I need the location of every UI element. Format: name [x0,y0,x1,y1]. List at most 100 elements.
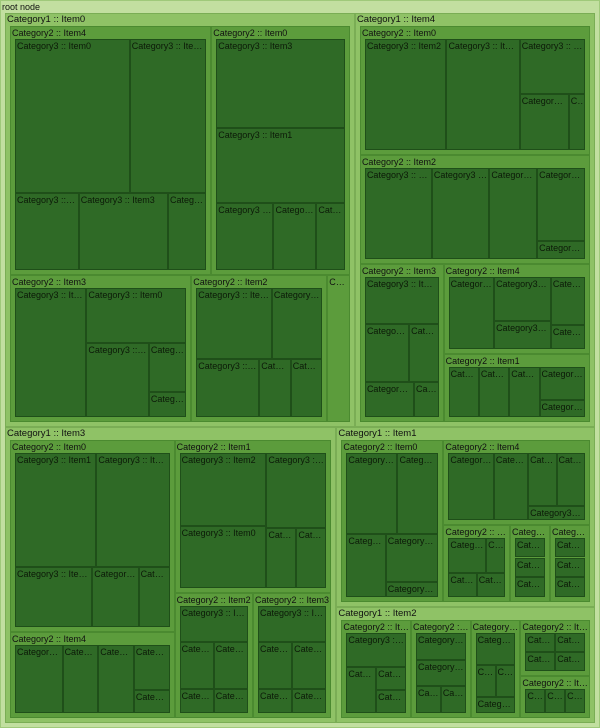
treemap-leaf-category3-item2: Category3 :: Item2 [537,167,585,242]
node-label: Category3 :: Item3 [259,691,290,702]
treemap-leaf-category3-item2: Category3 :: Item2 [565,689,585,713]
node-label: Category3 :: Item1 [366,325,408,336]
node-label: Category3 :: Item2 [411,325,436,336]
node-label: Category3 :: Item0 [450,279,493,290]
node-label: Category3 :: Item1 [399,454,436,465]
treemap-leaf-category3-item3: Category3 :: Item3 [539,367,585,401]
treemap-leaf-category3-item4: Category3 :: Item4 [138,566,170,627]
treemap-leaf-category3-item2: Category3 :: Item2 [196,287,272,360]
treemap-leaf-category3-item4: Category3 :: Item4 [292,689,327,713]
node-label: Category3 :: Item2 [17,194,77,205]
node-label: Category3 :: Item4 [387,583,437,594]
treemap-leaf-category3-item3: Category3 :: Item3 [196,359,260,417]
node-label: Category3 :: Item0 [527,635,553,646]
treemap-leaf-category3-item0: Category3 :: Item0 [525,633,556,653]
treemap-leaf-category3-item4: Category3 :: Item4 [385,581,439,598]
treemap-leaf-category3-item3: Category3 :: Item3 [550,277,585,326]
root-label: root node [2,2,41,12]
node-label: Category3 :: Item2 [378,669,404,680]
node-label: Category3 :: Item3 [98,454,168,465]
node-label: Category2 :: Item4 [12,28,87,38]
treemap-leaf-category3-item2: Category3 :: Item2 [515,577,545,598]
node-label: Category3 :: Item0 [348,635,404,646]
node-label: Category2 :: Item1 [343,622,409,633]
node-label: Category2 :: Item4 [445,441,520,452]
treemap-leaf-category3-item4: Category3 :: Item4 [446,39,520,150]
node-label: Category3 :: Item0 [521,41,583,51]
node-label: Category3 :: Item3 [477,699,514,710]
node-label: Category3 :: Item2 [170,194,204,205]
treemap-leaf-category3-item0: Category3 :: Item0 [15,39,130,193]
node-label: Category1 :: Item3 [7,427,86,439]
node-label: Category2 :: Item0 [343,441,418,452]
node-label: Category3 :: Item3 [181,691,212,702]
node-label: Category1 :: Item1 [338,427,417,439]
node-label: Category3 :: Item2 [517,579,543,590]
treemap-leaf-category3-item0: Category3 :: Item0 [525,689,546,713]
node-label: Category3 :: Item3 [541,369,583,380]
node-label: Category3 :: Item0 [275,204,315,215]
node-label: Category3 :: Item3 [366,383,412,394]
treemap-leaf-category3-item4: Category3 :: Item4 [86,342,149,417]
treemap-leaf-category3-item1: Category3 :: Item1 [545,689,566,713]
treemap-leaf-category3-item0: Category3 :: Item0 [15,644,63,713]
node-label: Category3 :: Item1 [491,169,535,180]
node-label: Category3 :: Item0 [366,169,430,180]
treemap-leaf-category3-item0: Category3 :: Item0 [179,605,248,642]
treemap-leaf-category3-item0: Category3 :: Item0 [555,537,585,558]
treemap-leaf-category3-item2: Category3 :: Item2 [213,641,248,690]
node-label: Category3 :: Item0 [181,607,246,618]
treemap-leaf-category3-item1: Category3 :: Item1 [259,359,291,417]
treemap-leaf-category3-item4: Category3 :: Item4 [216,202,274,270]
node-label: Category3 :: Item3 [387,536,437,547]
treemap-leaf-category3-item1: Category3 :: Item1 [494,277,551,321]
treemap-leaf-category3-item4: Category3 :: Item4 [550,325,585,350]
treemap-leaf-category3-item2: Category3 :: Item2 [292,641,327,690]
node-label: Category3 :: Item4 [448,41,518,51]
treemap-leaf-category3-item1: Category3 :: Item1 [15,452,97,567]
treemap-leaf-category2-item1: Category2 :: Item1 [327,274,350,422]
treemap-leaf-category3-item2: Category3 :: Item2 [316,202,345,270]
node-label: Category3 :: Item2 [557,635,583,646]
treemap-leaf-category3-item2: Category3 :: Item2 [494,320,551,350]
treemap-leaf-category3-item2: Category3 :: Item2 [364,39,447,150]
node-label: Category3 :: Item1 [496,279,549,290]
node-label: Category3 :: Item3 [478,575,503,586]
treemap-leaf-category3-item3: Category3 :: Item3 [296,527,327,588]
treemap-leaf-category3-item1: Category3 :: Item1 [15,287,87,417]
node-label: Category2 :: Item2 [193,276,268,287]
treemap-leaf-category3-item1: Category3 :: Item1 [555,557,585,578]
node-label: Category3 :: Item2 [530,454,555,465]
treemap-leaf-category3-item1: Category3 :: Item1 [179,641,214,690]
node-label: Category3 :: Item2 [417,688,439,699]
node-label: Category3 :: Item3 [433,169,487,180]
node-label: Category3 :: Item1 [495,454,526,465]
node-label: Category3 :: Item3 [135,646,168,657]
node-label: Category3 :: Item3 [150,394,184,405]
node-label: Category3 :: Item2 [567,691,583,702]
treemap-leaf-category3-item3: Category3 :: Item3 [133,644,170,691]
node-label: Category3 :: Item1 [477,667,494,678]
node-label: Category3 :: Item4 [541,402,583,413]
node-label: Category3 :: Item4 [218,204,271,215]
node-label: Category3 :: Item1 [480,369,507,380]
treemap-leaf-category3-item0: Category3 :: Item0 [364,167,432,260]
treemap-leaf-category3-item1: Category3 :: Item1 [216,128,345,203]
treemap-leaf-category3-item0: Category3 :: Item0 [515,537,545,558]
treemap-leaf-category3-item1: Category3 :: Item1 [257,641,293,690]
node-label: Category3 :: Item1 [181,643,212,654]
treemap-leaf-category3-item0: Category3 :: Item0 [448,367,479,417]
treemap-leaf-category3-item1: Category3 :: Item1 [397,452,439,535]
treemap-leaf-category3-item3: Category3 :: Item3 [148,392,187,417]
node-label: Category2 :: Item3 [472,622,519,633]
node-label: Category3 :: Item4 [135,692,168,703]
node-label: Category3 :: Item3 [570,96,583,107]
node-label: Category1 :: Item0 [7,14,86,25]
treemap-leaf-category3-item1: Category3 :: Item1 [475,665,496,698]
treemap-leaf-category3-item1: Category3 :: Item1 [489,167,538,260]
node-label: Category2 :: Item0 [213,28,288,38]
treemap-leaf-category3-item2: Category3 :: Item2 [168,192,207,270]
treemap-leaf-category3-item2: Category3 :: Item2 [409,323,439,382]
node-label: Category3 :: Item2 [215,643,246,654]
treemap-leaf-category3-item2: Category3 :: Item2 [148,342,187,393]
